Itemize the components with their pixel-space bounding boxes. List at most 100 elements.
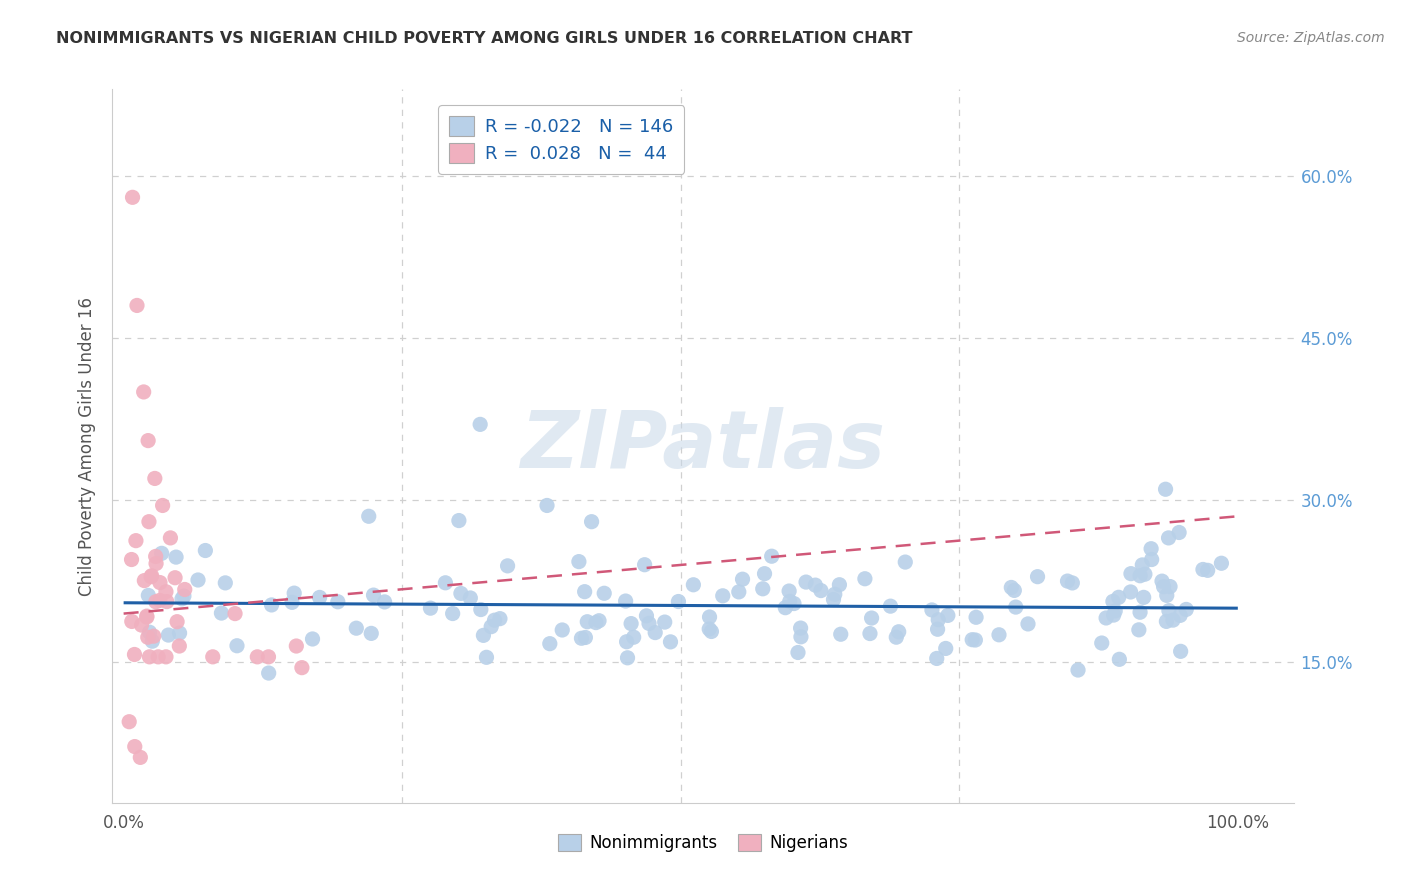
Point	[1153, 580, 1175, 594]
Point	[1102, 608, 1125, 623]
Point	[138, 515, 160, 529]
Point	[779, 594, 801, 608]
Point	[169, 639, 191, 653]
Point	[374, 595, 396, 609]
Point	[475, 650, 498, 665]
Point	[1159, 580, 1181, 594]
Point	[585, 615, 607, 630]
Point	[145, 557, 167, 571]
Point	[152, 499, 174, 513]
Point	[783, 597, 806, 611]
Point	[1170, 644, 1192, 658]
Point	[860, 611, 883, 625]
Point	[124, 648, 146, 662]
Point	[308, 591, 330, 605]
Point	[810, 583, 832, 598]
Point	[794, 575, 817, 590]
Point	[357, 509, 380, 524]
Point	[441, 607, 464, 621]
Point	[682, 578, 704, 592]
Point	[224, 607, 246, 621]
Point	[155, 584, 177, 599]
Point	[1140, 552, 1163, 566]
Point	[472, 628, 495, 642]
Point	[1157, 531, 1180, 545]
Point	[787, 645, 810, 659]
Point	[125, 298, 148, 312]
Point	[1129, 605, 1152, 619]
Point	[884, 630, 907, 644]
Point	[620, 616, 643, 631]
Point	[588, 614, 610, 628]
Point	[790, 630, 813, 644]
Point	[165, 550, 187, 565]
Point	[131, 618, 153, 632]
Point	[434, 575, 457, 590]
Point	[125, 533, 148, 548]
Point	[257, 666, 280, 681]
Point	[727, 585, 749, 599]
Point	[699, 610, 721, 624]
Point	[1067, 663, 1090, 677]
Point	[633, 558, 655, 572]
Point	[1156, 588, 1178, 602]
Point	[187, 573, 209, 587]
Point	[419, 601, 441, 615]
Point	[644, 625, 666, 640]
Point	[576, 615, 599, 629]
Point	[789, 621, 811, 635]
Point	[156, 594, 179, 608]
Point	[1119, 585, 1142, 599]
Point	[141, 568, 163, 582]
Point	[283, 586, 305, 600]
Point	[581, 515, 603, 529]
Point	[470, 602, 492, 616]
Point	[145, 549, 167, 564]
Point	[121, 615, 143, 629]
Point	[136, 434, 159, 448]
Point	[484, 613, 506, 627]
Point	[988, 628, 1011, 642]
Point	[301, 632, 323, 646]
Point	[927, 622, 949, 636]
Point	[281, 595, 304, 609]
Point	[1132, 591, 1154, 605]
Point	[496, 558, 519, 573]
Point	[1168, 608, 1191, 623]
Point	[1157, 604, 1180, 618]
Point	[1168, 525, 1191, 540]
Point	[638, 616, 661, 631]
Point	[450, 586, 472, 600]
Point	[538, 637, 561, 651]
Point	[170, 591, 193, 606]
Point	[1192, 562, 1215, 576]
Text: ZIPatlas: ZIPatlas	[520, 407, 886, 485]
Point	[1026, 569, 1049, 583]
Point	[1150, 574, 1173, 589]
Point	[489, 612, 512, 626]
Point	[775, 600, 797, 615]
Point	[155, 649, 177, 664]
Point	[214, 575, 236, 590]
Point	[754, 566, 776, 581]
Point	[173, 582, 195, 597]
Point	[659, 635, 682, 649]
Point	[121, 190, 143, 204]
Point	[571, 632, 593, 646]
Point	[159, 531, 181, 545]
Point	[804, 578, 827, 592]
Point	[697, 622, 720, 636]
Point	[360, 626, 382, 640]
Point	[668, 594, 690, 608]
Point	[1108, 591, 1130, 605]
Point	[927, 613, 949, 627]
Point	[157, 628, 180, 642]
Point	[141, 634, 163, 648]
Point	[853, 572, 876, 586]
Point	[879, 599, 901, 614]
Point	[285, 639, 308, 653]
Point	[830, 627, 852, 641]
Point	[828, 578, 851, 592]
Point	[616, 650, 638, 665]
Point	[887, 624, 910, 639]
